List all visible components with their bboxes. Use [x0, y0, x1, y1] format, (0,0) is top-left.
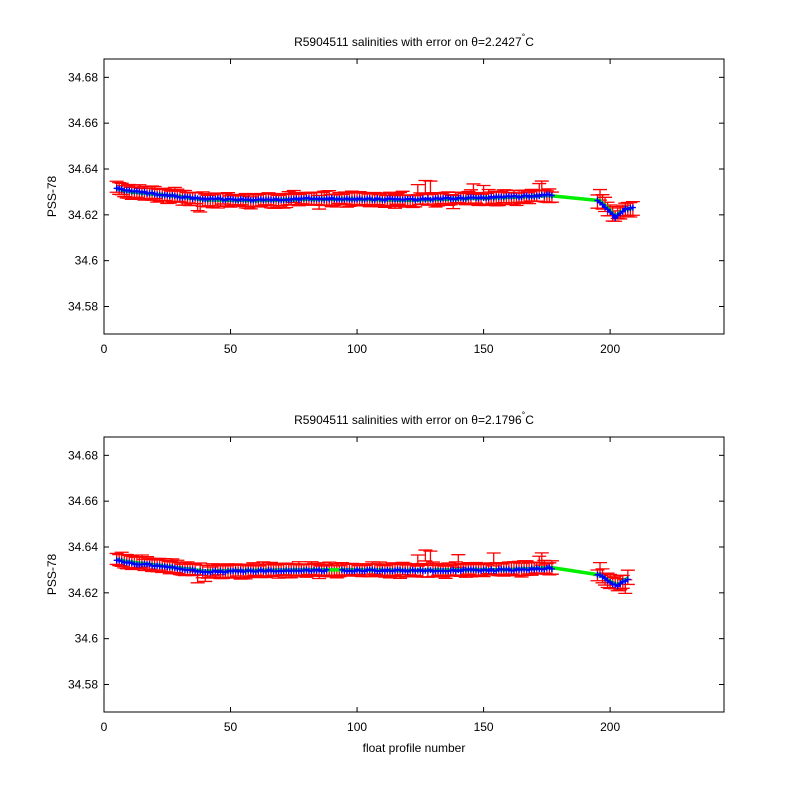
y-tick-label: 34.64 [68, 162, 98, 176]
chart-title: R5904511 salinities with error on θ=2.17… [294, 410, 534, 427]
x-axis-label: float profile number [363, 741, 466, 755]
chart-panel-bottom: R5904511 salinities with error on θ=2.17… [45, 410, 725, 755]
x-tick-label: 100 [347, 342, 367, 356]
y-tick-label: 34.68 [68, 448, 98, 462]
x-tick-label: 150 [474, 720, 494, 734]
plot-frame [103, 58, 725, 335]
chart-title: R5904511 salinities with error on θ=2.24… [294, 32, 534, 49]
y-tick-label: 34.58 [68, 300, 98, 314]
calibrated-line [116, 559, 328, 574]
calibrated-line [341, 566, 553, 573]
calibrated-line [116, 187, 553, 202]
y-tick-label: 34.6 [75, 254, 99, 268]
calibrated-line [596, 199, 634, 220]
chart-title-degree: ° [522, 32, 526, 42]
series-calibrated [113, 557, 631, 590]
chart-panel-top: R5904511 salinities with error on θ=2.24… [45, 32, 725, 356]
x-tick-label: 100 [347, 720, 367, 734]
x-tick-label: 200 [600, 720, 620, 734]
calibrated-line [597, 573, 629, 588]
y-tick-label: 34.68 [68, 70, 98, 84]
y-axis-label: PSS-78 [45, 175, 59, 217]
x-tick-label: 0 [101, 342, 108, 356]
chart-title-unit: C [525, 413, 534, 427]
y-tick-label: 34.62 [68, 208, 98, 222]
y-tick-label: 34.58 [68, 678, 98, 692]
x-tick-label: 0 [101, 720, 108, 734]
y-tick-label: 34.66 [68, 494, 98, 508]
y-tick-label: 34.64 [68, 540, 98, 554]
x-tick-label: 50 [224, 720, 238, 734]
series-calibrated [113, 185, 636, 222]
y-tick-label: 34.66 [68, 116, 98, 130]
chart-title-main: R5904511 salinities with error on θ=2.17… [294, 413, 522, 427]
y-tick-label: 34.6 [75, 632, 99, 646]
x-tick-label: 50 [224, 342, 238, 356]
chart-title-main: R5904511 salinities with error on θ=2.24… [294, 35, 522, 49]
y-tick-label: 34.62 [68, 586, 98, 600]
y-axis-label: PSS-78 [45, 553, 59, 595]
plot-frame [103, 436, 725, 713]
chart-title-degree: ° [522, 410, 526, 420]
x-tick-label: 200 [600, 342, 620, 356]
chart-title-unit: C [525, 35, 534, 49]
x-tick-label: 150 [474, 342, 494, 356]
